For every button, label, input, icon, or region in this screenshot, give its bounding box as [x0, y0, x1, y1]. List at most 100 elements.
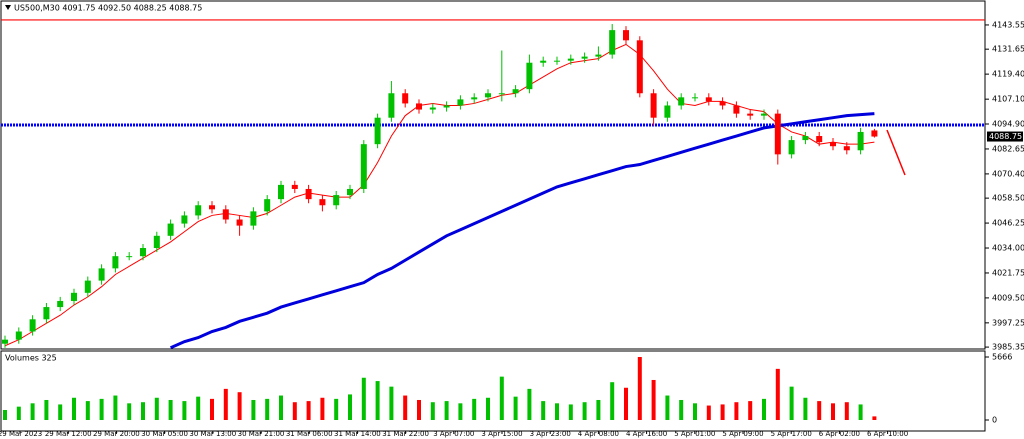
candle-body [747, 113, 754, 116]
volume-bar [182, 401, 187, 420]
candle-body [319, 199, 326, 206]
volume-bar [582, 402, 587, 420]
volume-bar [320, 397, 325, 420]
candle-body [567, 58, 574, 61]
menu-arrow[interactable] [5, 5, 11, 10]
y-tick-label: 4046.25 [992, 219, 1024, 228]
volume-bar [306, 401, 311, 420]
volume-bar [637, 357, 642, 420]
candle-body [692, 97, 698, 99]
volume-bar [665, 395, 670, 420]
volume-bar [541, 401, 546, 420]
last-price-box [987, 131, 1023, 142]
candle-body [347, 188, 353, 196]
volume-panel [0, 350, 986, 432]
volume-bar [762, 398, 766, 420]
candle-body [595, 54, 602, 57]
candle-body [236, 219, 243, 226]
candle-body [705, 97, 712, 102]
volume-bar [651, 379, 656, 420]
volume-bar [472, 398, 477, 420]
candle-body [636, 40, 643, 94]
candle-body [278, 184, 284, 200]
candle-body [126, 256, 133, 258]
x-tick-label: 4 Apr 16:00 [626, 430, 667, 438]
x-tick-label: 3 Apr 15:00 [481, 430, 522, 438]
volume-bar [693, 403, 697, 420]
candle-body [167, 223, 174, 236]
volume-bar [113, 395, 118, 420]
candle-body [98, 268, 105, 281]
volume-bar [872, 416, 877, 420]
volume-bar [596, 399, 601, 420]
candle-body [581, 56, 588, 59]
trend-arrow [886, 129, 906, 176]
y-tick-label: 4021.75 [992, 268, 1024, 277]
x-tick-label: 29 Mar 12:00 [45, 430, 92, 438]
candle-body [761, 113, 767, 116]
volume-bar [706, 405, 711, 420]
volume-bar [251, 399, 256, 420]
x-tick-label: 30 Mar 05:00 [141, 430, 188, 438]
candle-body [788, 140, 795, 155]
x-tick-label: 5 Apr 01:00 [674, 430, 715, 438]
candle-body [429, 107, 436, 110]
candle-body [650, 93, 657, 118]
volume-bar [85, 401, 90, 420]
x-tick-label: 31 Mar 14:00 [334, 430, 381, 438]
volume-bar [720, 404, 725, 420]
candle-body [374, 117, 381, 145]
candle-body [291, 184, 298, 189]
volume-bar [3, 409, 7, 420]
volume-bar [417, 399, 421, 420]
candle-body [816, 136, 823, 143]
volume-bar [817, 401, 822, 420]
candle-body [153, 235, 160, 249]
y-tick-label: 4082.65 [992, 144, 1024, 153]
volume-bar [16, 406, 21, 420]
candle-body [140, 248, 146, 257]
candle-body [554, 60, 560, 62]
volume-bar [499, 376, 504, 420]
x-tick-label: 30 Mar 13:00 [189, 430, 236, 438]
volume-bar [831, 403, 835, 420]
volume-bar [361, 377, 366, 420]
volume-bar [775, 368, 780, 420]
volume-bar [748, 401, 753, 420]
candle-body [305, 188, 312, 200]
volume-bar [279, 395, 283, 420]
volume-bar [858, 404, 863, 420]
volume-bar [127, 403, 132, 420]
candle-body [195, 205, 202, 216]
y-tick-label: 4131.65 [992, 45, 1024, 54]
candle-body [719, 101, 726, 106]
candle-body [29, 319, 36, 332]
volume-bar [210, 398, 214, 420]
candle-body [222, 209, 229, 220]
volume-bar [334, 398, 339, 420]
volume-bar [403, 395, 408, 420]
volume-bar [513, 396, 518, 420]
candle-body [664, 105, 671, 118]
candle-body [15, 331, 22, 340]
y-tick-label: 3997.25 [992, 318, 1024, 327]
candle-body [471, 97, 478, 100]
moving-average [169, 112, 875, 350]
volume-bar [196, 396, 201, 420]
y-tick-label: 4009.50 [992, 293, 1024, 302]
volume-bar [624, 387, 628, 420]
volume-bar [44, 399, 49, 420]
y-tick-label: 4058.50 [992, 194, 1024, 203]
candle-body [388, 93, 395, 118]
y-tick-label: 4143.55 [992, 20, 1024, 29]
volume-bar [789, 386, 794, 420]
candle-body [333, 195, 340, 206]
volume-bar [99, 398, 104, 420]
candle-body [43, 307, 50, 320]
candle-body [112, 256, 119, 269]
candle-body [733, 105, 740, 114]
volume-bar [265, 398, 270, 420]
candle-body [830, 142, 836, 147]
candle-body [71, 292, 77, 301]
